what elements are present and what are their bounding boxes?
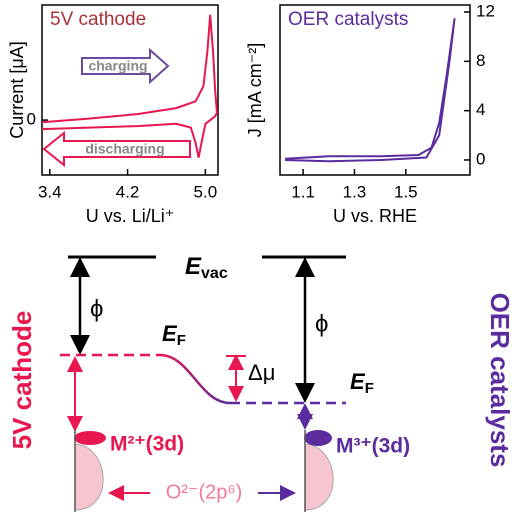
side-label: 5V cathode [7,311,37,450]
y-tick-label: 12 [476,2,495,21]
energy-diagram: Evac ϕ ϕ EF EF Δμ M²⁺(3d) M³⁺(3d) O²⁻(2p… [7,253,515,512]
y-tick-label: 0 [27,110,36,129]
fermi-transition [159,353,231,405]
y-axis-label: J [mA cm⁻²] [245,43,265,138]
charging-arrow [81,47,170,85]
phi-label: ϕ [315,310,328,337]
x-tick-label: 1.3 [343,182,367,201]
x-axis-label: U vs. Li/Li⁺ [86,206,175,226]
m-left-label: M²⁺(3d) [110,433,184,456]
chart-title: 5V cathode [50,9,146,30]
ef-label: EF [162,321,186,349]
annotation: discharging [85,141,164,157]
x-tick-label: 3.4 [38,182,62,201]
o2p-band [304,443,334,511]
o2p-band [74,443,104,511]
x-tick-label: 1.5 [394,182,418,201]
oxygen-label: O²⁻(2p⁶) [166,481,243,503]
y-tick-label: 0 [476,149,485,168]
data-line [285,18,456,163]
m-band [304,430,332,446]
x-tick-label: 4.2 [116,182,140,201]
y-axis-label: Current [μA] [7,41,27,138]
delta-mu-label: Δμ [248,360,275,385]
evac-label: Evac [185,253,228,282]
annotation: charging [88,58,147,74]
side-label: OER catalysts [485,293,515,468]
chart-title: OER catalysts [288,9,408,30]
data-line [41,14,219,158]
x-tick-label: 5.0 [194,182,218,201]
y-tick-label: 4 [476,100,485,119]
phi-label: ϕ [90,295,103,322]
plot-frame [41,4,219,176]
y-tick-label: 8 [476,51,485,70]
plot-frame [279,4,471,176]
m-right-label: M³⁺(3d) [336,435,410,458]
ef-label: EF [350,369,374,397]
x-axis-label: U vs. RHE [333,206,417,226]
discharging-arrow [42,130,191,168]
x-tick-label: 1.1 [291,182,315,201]
m-band [74,431,106,445]
